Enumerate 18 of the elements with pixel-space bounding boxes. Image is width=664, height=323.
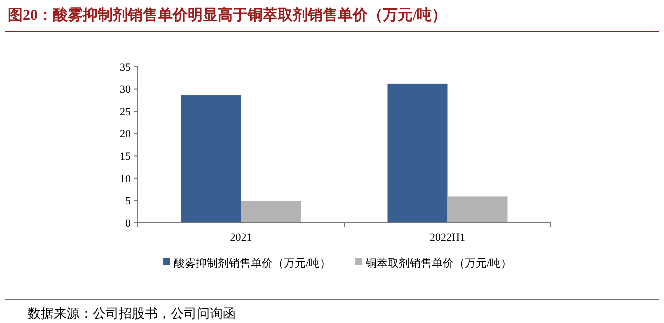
source-note: 数据来源：公司招股书，公司问询函: [28, 306, 236, 321]
bar: [181, 96, 242, 223]
y-tick-label: 25: [120, 106, 132, 118]
bar: [241, 201, 302, 223]
x-tick-label: 2021: [230, 232, 252, 244]
chart-title: 图20：酸雾抑制剂销售单价明显高于铜萃取剂销售单价（万元/吨）: [8, 6, 448, 24]
legend-label: 铜萃取剂销售单价（万元/吨）: [365, 256, 512, 270]
y-tick-label: 0: [126, 218, 132, 230]
y-tick-label: 15: [120, 150, 132, 163]
legend-label: 酸雾抑制剂销售单价（万元/吨）: [174, 256, 332, 270]
y-tick-label: 35: [120, 62, 132, 74]
y-tick-label: 30: [120, 84, 132, 96]
y-tick-label: 5: [126, 196, 132, 208]
bar: [448, 196, 508, 223]
x-tick-label: 2022H1: [430, 232, 466, 244]
y-tick-label: 10: [120, 173, 132, 186]
y-tick-label: 20: [120, 128, 132, 141]
bar: [388, 84, 448, 223]
